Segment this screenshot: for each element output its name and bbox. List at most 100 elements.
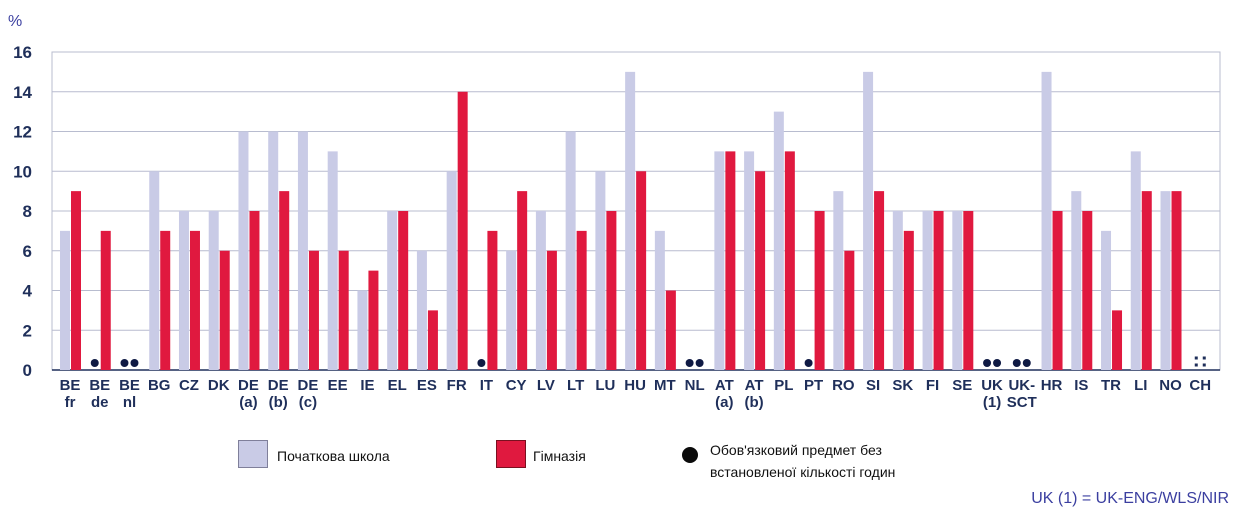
marker-dot <box>90 359 99 367</box>
marker-dot <box>685 359 694 367</box>
x-category-label: FI <box>926 377 939 394</box>
no-data-symbol <box>1194 356 1198 360</box>
y-tick-label: 10 <box>13 162 32 181</box>
bar-secondary <box>279 191 290 370</box>
bar-secondary <box>338 250 349 370</box>
x-category-label: (b) <box>269 394 288 411</box>
marker-dot <box>695 359 704 367</box>
bar-primary <box>238 131 249 370</box>
legend-label-primary: Початкова школа <box>277 448 390 464</box>
bar-secondary <box>219 250 230 370</box>
bar-secondary <box>814 211 825 370</box>
bar-primary <box>387 211 398 370</box>
bar-secondary <box>517 191 528 370</box>
bar-primary <box>297 131 308 370</box>
no-data-symbol <box>1194 363 1198 367</box>
marker-dot <box>993 359 1002 367</box>
bar-primary <box>60 230 70 370</box>
x-category-label: DK <box>208 377 230 394</box>
footnote: UK (1) = UK-ENG/WLS/NIR <box>1031 490 1229 507</box>
bar-primary <box>1101 230 1112 370</box>
legend-marker-label-line1: Обов'язковий предмет без <box>710 442 882 458</box>
bar-primary <box>744 151 755 370</box>
x-category-label: DE <box>238 377 259 394</box>
x-category-label: NO <box>1159 377 1182 394</box>
bar-secondary <box>1141 191 1152 370</box>
x-category-label: LI <box>1134 377 1147 394</box>
x-category-label: AT <box>715 377 734 394</box>
x-category-label: LU <box>595 377 615 394</box>
y-tick-label: 14 <box>13 83 32 102</box>
x-category-label: PT <box>804 377 823 394</box>
x-category-label: LV <box>537 377 555 394</box>
bar-primary <box>327 151 338 370</box>
x-category-label: PL <box>774 377 793 394</box>
x-category-label: FR <box>447 377 467 394</box>
bar-primary <box>565 131 576 370</box>
bar-primary <box>922 211 933 370</box>
bar-primary <box>773 111 784 370</box>
x-category-label: (c) <box>299 394 317 411</box>
bar-primary <box>357 290 368 370</box>
bar-secondary <box>844 250 855 370</box>
bar-secondary <box>963 211 974 370</box>
x-category-label: NL <box>685 377 705 394</box>
legend-marker-dot <box>682 447 698 463</box>
x-category-label: fr <box>65 394 76 411</box>
x-category-label: CZ <box>179 377 199 394</box>
x-category-label: ES <box>417 377 437 394</box>
bar-secondary <box>189 230 200 370</box>
marker-dot <box>477 359 486 367</box>
x-category-label: UK- <box>1008 377 1035 394</box>
bar-primary <box>625 71 636 370</box>
marker-dot <box>130 359 139 367</box>
x-category-label: BE <box>119 377 140 394</box>
x-category-label: BG <box>148 377 171 394</box>
marker-dot <box>1012 359 1021 367</box>
marker-dot <box>983 359 992 367</box>
bar-secondary <box>755 171 766 370</box>
x-category-label: SK <box>892 377 913 394</box>
bar-secondary <box>546 250 557 370</box>
bar-secondary <box>368 270 379 370</box>
legend-marker-label-line2: встановленої кількості годин <box>710 464 896 480</box>
x-category-label: (a) <box>239 394 257 411</box>
bar-primary <box>892 211 903 370</box>
x-category-label: HR <box>1041 377 1063 394</box>
bar-primary <box>595 171 606 370</box>
bar-secondary <box>487 230 498 370</box>
bar-primary <box>1041 71 1052 370</box>
x-category-label: (1) <box>983 394 1001 411</box>
x-category-label: DE <box>298 377 319 394</box>
bar-primary <box>654 230 665 370</box>
marker-dot <box>804 359 813 367</box>
bars <box>60 71 1182 370</box>
x-category-label: BE <box>60 377 81 394</box>
x-category-label: CY <box>506 377 527 394</box>
bar-primary <box>178 211 189 370</box>
bar-secondary <box>1052 211 1063 370</box>
bar-secondary <box>100 230 111 370</box>
bar-primary <box>268 131 279 370</box>
bar-secondary <box>874 191 885 370</box>
x-category-label: EL <box>388 377 407 394</box>
bar-secondary <box>933 211 944 370</box>
x-category-label: de <box>91 394 109 411</box>
bar-secondary <box>1171 191 1182 370</box>
bar-primary <box>1130 151 1141 370</box>
y-tick-label: 4 <box>23 282 33 301</box>
y-tick-label: 0 <box>23 361 32 380</box>
x-category-label: SE <box>952 377 972 394</box>
bar-primary <box>714 151 725 370</box>
bar-secondary <box>427 310 438 370</box>
x-category-label: IS <box>1074 377 1088 394</box>
markers <box>90 356 1206 367</box>
marker-dot <box>120 359 129 367</box>
bar-primary <box>416 250 427 370</box>
x-category-label: DE <box>268 377 289 394</box>
bar-primary <box>863 71 874 370</box>
y-tick-label: 12 <box>13 123 32 142</box>
bar-primary <box>952 211 963 370</box>
bar-secondary <box>249 211 260 370</box>
